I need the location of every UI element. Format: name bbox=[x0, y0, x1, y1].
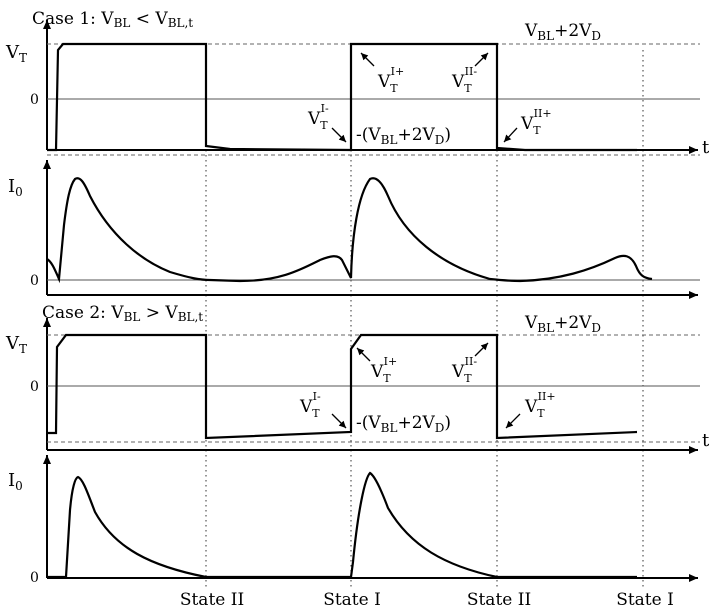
case1-title: Case 1: VBL < VBL,t bbox=[32, 9, 193, 30]
case1-zero-label: 0 bbox=[30, 92, 39, 108]
case2-upper-level-label: VBL+2VD bbox=[524, 313, 601, 335]
case1-arrow-i-plus bbox=[360, 52, 375, 67]
case1-arrow-i-minus bbox=[331, 127, 347, 143]
case2-vt-waveform bbox=[47, 333, 638, 440]
state-label: State II bbox=[180, 590, 244, 609]
case2-vt-ii-plus-label: VTII+ bbox=[524, 390, 556, 420]
case2-arrow-i-plus bbox=[356, 347, 371, 362]
state-label: State I bbox=[323, 590, 381, 609]
case2-arrow-ii-plus bbox=[505, 413, 521, 429]
case1-vt-ii-plus-label: VTII+ bbox=[520, 107, 552, 137]
case2-vt-i-minus-label: VTI- bbox=[299, 390, 321, 420]
case2-lower-level-label: -(VBL+2VD) bbox=[356, 413, 451, 435]
case1-vt-i-plus-label: VTI+ bbox=[377, 65, 404, 95]
case2-vt-ii-minus-label: VTII- bbox=[451, 355, 477, 385]
case1-vt-label: VT bbox=[5, 42, 27, 65]
case2-title: Case 2: VBL > VBL,t bbox=[42, 303, 203, 324]
case2-vt-panel: Case 2: VBL > VBL,t VT 0 t VBL+2VD -(VBL… bbox=[5, 303, 710, 454]
case2-i0-zero-label: 0 bbox=[30, 570, 39, 586]
case1-vt-ii-minus-label: VTII- bbox=[451, 65, 477, 95]
case1-vt-i-minus-label: VTI- bbox=[307, 102, 329, 132]
state-label: State I bbox=[616, 590, 674, 609]
case1-lower-level-label: -(VBL+2VD) bbox=[356, 125, 451, 147]
case2-i0-label: I0 bbox=[8, 470, 23, 493]
case1-i0-panel: I0 0 bbox=[8, 160, 700, 299]
state-labels: State II State I State II State I bbox=[180, 590, 674, 609]
case1-arrow-ii-minus bbox=[474, 52, 489, 67]
case2-vt-i-plus-label: VTI+ bbox=[370, 355, 397, 385]
case1-upper-level-label: VBL+2VD bbox=[524, 21, 601, 43]
case2-arrow-i-minus bbox=[331, 413, 347, 429]
case1-vt-panel: Case 1: VBL < VBL,t VT 0 t VBL+2VD -(VBL… bbox=[5, 9, 710, 158]
case2-arrow-ii-minus bbox=[474, 342, 489, 357]
case1-i0-zero-label: 0 bbox=[30, 273, 39, 289]
case2-i0-panel: I0 0 bbox=[8, 455, 698, 586]
case1-i0-waveform bbox=[46, 177, 653, 284]
case2-zero-label: 0 bbox=[30, 379, 39, 395]
case1-vt-waveform bbox=[47, 42, 637, 152]
case1-t-label: t bbox=[702, 137, 710, 158]
case2-t-label: t bbox=[702, 430, 710, 451]
case2-i0-waveform bbox=[47, 471, 637, 579]
state-label: State II bbox=[467, 590, 531, 609]
case2-vt-label: VT bbox=[5, 333, 27, 356]
case1-i0-label: I0 bbox=[8, 176, 23, 199]
case1-arrow-ii-plus bbox=[503, 127, 518, 143]
